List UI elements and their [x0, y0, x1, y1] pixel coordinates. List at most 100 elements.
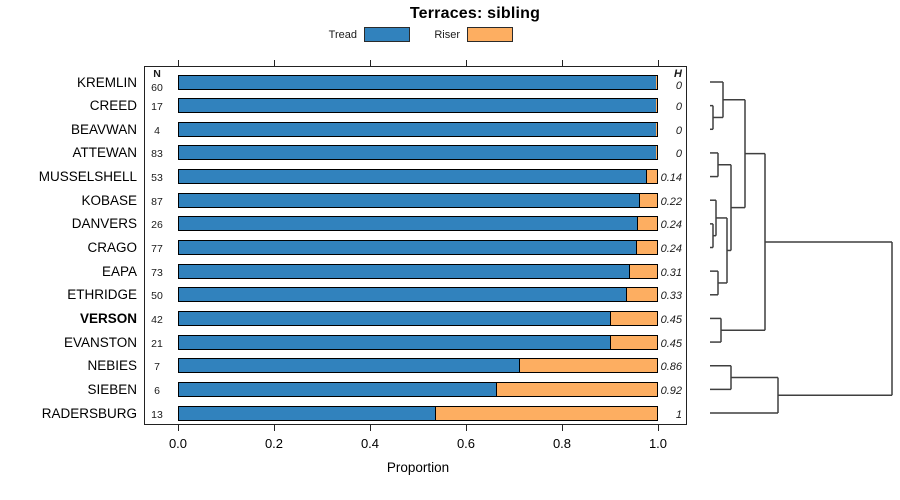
bar-row — [178, 145, 658, 161]
bar-row — [178, 263, 658, 279]
n-value: 83 — [151, 148, 163, 161]
bar-row — [178, 169, 658, 185]
h-value: 0.45 — [660, 337, 682, 350]
category-label: KREMLIN — [76, 74, 137, 90]
bar-row — [178, 98, 658, 114]
x-axis-tick-label: 0.8 — [552, 436, 572, 451]
bar-segment-tread — [179, 99, 656, 113]
x-axis-tick-label: 0.4 — [360, 436, 380, 451]
n-value: 53 — [151, 172, 163, 185]
bar-segment-tread — [179, 288, 628, 302]
n-value: 26 — [151, 219, 163, 232]
h-value: 0 — [675, 79, 682, 92]
category-label: RADERSBURG — [41, 405, 137, 421]
bar-row — [178, 405, 658, 421]
bar-segment-tread — [179, 264, 630, 278]
category-label: ATTEWAN — [72, 145, 138, 161]
bar-row — [178, 381, 658, 397]
bar-row — [178, 192, 658, 208]
n-value: 7 — [154, 361, 160, 374]
bar-row — [178, 240, 658, 255]
bar-row — [178, 121, 658, 137]
bar-segment-tread — [179, 359, 520, 373]
x-axis-tick — [274, 425, 275, 431]
x-axis-tick-top — [466, 60, 467, 66]
legend-swatch-riser — [467, 27, 513, 42]
n-value: 13 — [151, 408, 163, 421]
n-value: 50 — [151, 290, 163, 303]
bar-segment-tread — [179, 241, 638, 254]
x-axis-tick-top — [562, 60, 563, 66]
n-value: 6 — [154, 384, 160, 397]
x-axis-tick-label: 0.0 — [168, 436, 188, 451]
legend-label-riser: Riser — [434, 29, 460, 41]
bar-segment-tread — [179, 217, 638, 231]
x-axis-tick-label: 0.6 — [456, 436, 476, 451]
h-value: 0 — [675, 124, 682, 137]
h-value: 0.22 — [660, 195, 682, 208]
h-value: 1 — [675, 408, 682, 421]
n-column-header: N — [153, 68, 161, 80]
category-label: SIEBEN — [87, 381, 137, 397]
bar-segment-tread — [179, 170, 647, 184]
h-value: 0.31 — [660, 266, 682, 279]
x-axis-title: Proportion — [386, 460, 450, 475]
category-label: MUSSELSHELL — [38, 169, 137, 185]
x-axis-tick-top — [658, 60, 659, 66]
h-value: 0.86 — [660, 361, 682, 374]
bar-segment-tread — [179, 122, 656, 136]
category-label: NEBIES — [87, 358, 137, 374]
n-value: 42 — [151, 313, 163, 326]
x-axis-tick — [466, 425, 467, 431]
n-value: 77 — [151, 243, 163, 255]
category-label: VERSON — [79, 310, 137, 326]
bar-row — [178, 334, 658, 350]
legend-swatch-tread — [364, 27, 410, 42]
category-label: ETHRIDGE — [67, 287, 137, 303]
n-value: 60 — [151, 81, 163, 94]
bar-row — [178, 74, 658, 90]
category-label: BEAVWAN — [70, 121, 137, 137]
bar-row — [178, 287, 658, 303]
x-axis-tick — [178, 425, 179, 431]
n-value: 73 — [151, 266, 163, 279]
h-value: 0.92 — [660, 384, 682, 397]
bar-row — [178, 358, 658, 374]
legend-label-tread: Tread — [328, 29, 357, 41]
x-axis-tick — [658, 425, 659, 431]
category-label: EAPA — [101, 263, 137, 279]
n-value: 4 — [154, 124, 160, 137]
bar-row — [178, 310, 658, 326]
h-value: 0 — [675, 148, 682, 161]
category-label: CRAGO — [87, 240, 137, 255]
h-value: 0.33 — [660, 290, 682, 303]
x-axis-tick — [562, 425, 563, 431]
category-label: CREED — [89, 98, 137, 114]
h-value: 0.24 — [660, 219, 682, 232]
h-value: 0.45 — [660, 313, 682, 326]
category-label: EVANSTON — [63, 334, 137, 350]
bar-segment-tread — [179, 75, 656, 89]
category-label: KOBASE — [81, 192, 137, 208]
bar-segment-tread — [179, 311, 611, 325]
x-axis-tick-top — [178, 60, 179, 66]
bar-segment-tread — [179, 406, 436, 420]
h-value: 0.24 — [660, 243, 682, 255]
h-value: 0.14 — [660, 172, 682, 185]
h-value: 0 — [675, 101, 682, 114]
bar-segment-tread — [179, 335, 611, 349]
bar-segment-tread — [179, 382, 498, 396]
chart-title: Terraces: sibling — [409, 5, 541, 22]
n-value: 87 — [151, 195, 163, 208]
n-value: 17 — [151, 101, 163, 114]
bar-segment-tread — [179, 193, 640, 207]
n-value: 21 — [151, 337, 163, 350]
category-label: DANVERS — [71, 216, 137, 232]
x-axis-tick-label: 1.0 — [648, 436, 668, 451]
plot-area — [144, 66, 687, 425]
x-axis-tick-top — [370, 60, 371, 66]
x-axis-tick-label: 0.2 — [264, 436, 284, 451]
bar-segment-tread — [179, 146, 656, 160]
h-column-header: H — [674, 68, 682, 80]
